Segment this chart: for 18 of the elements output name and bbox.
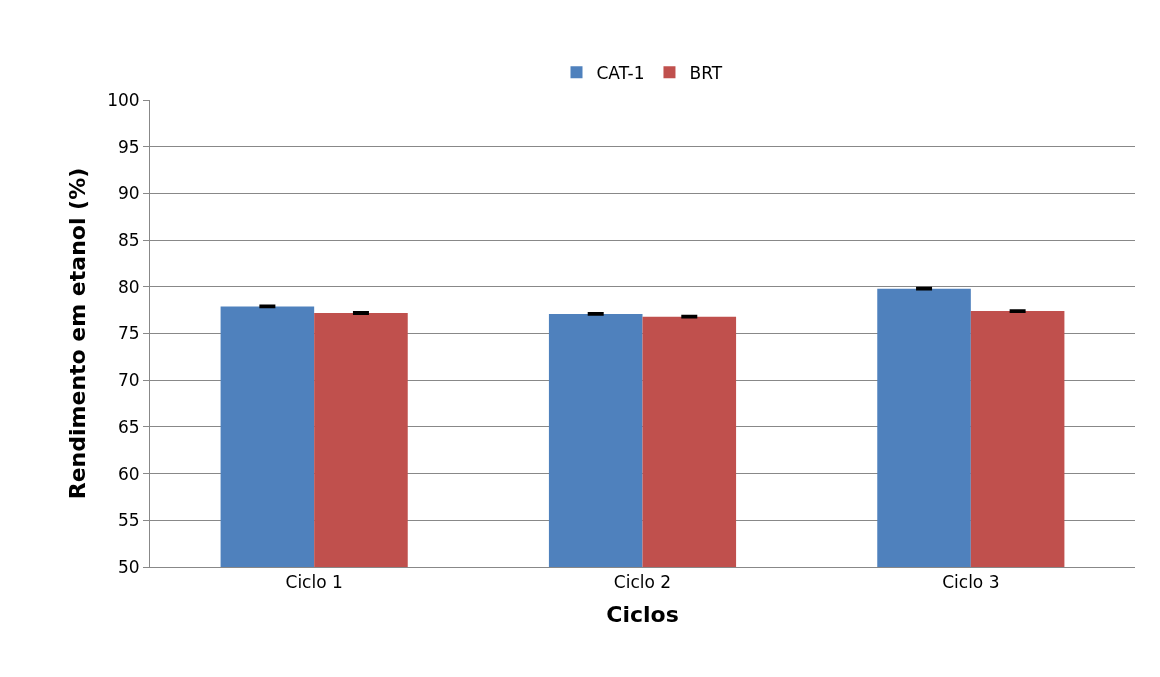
y-tick-label: 90 <box>117 183 140 204</box>
y-tick-label: 65 <box>117 416 140 437</box>
y-tick-label: 80 <box>117 276 140 297</box>
y-tick-label: 60 <box>117 463 140 484</box>
x-tick-label: Ciclo 2 <box>613 572 672 593</box>
legend-label: BRT <box>689 62 723 83</box>
y-tick-label: 70 <box>117 370 140 391</box>
y-tick-label: 75 <box>117 323 140 344</box>
y-tick-label: 85 <box>117 230 140 251</box>
x-tick-label: Ciclo 3 <box>942 572 1000 593</box>
y-tick-label: 50 <box>117 556 140 577</box>
legend-label: CAT-1 <box>596 62 645 83</box>
y-tick-label: 95 <box>117 136 140 157</box>
x-tick-label: Ciclo 1 <box>285 572 343 593</box>
y-axis-title: Rendimento em etanol (%) <box>64 167 90 500</box>
x-axis-title: Ciclos <box>606 602 679 628</box>
y-tick-label: 100 <box>107 89 140 110</box>
y-tick-label: 55 <box>117 510 140 531</box>
